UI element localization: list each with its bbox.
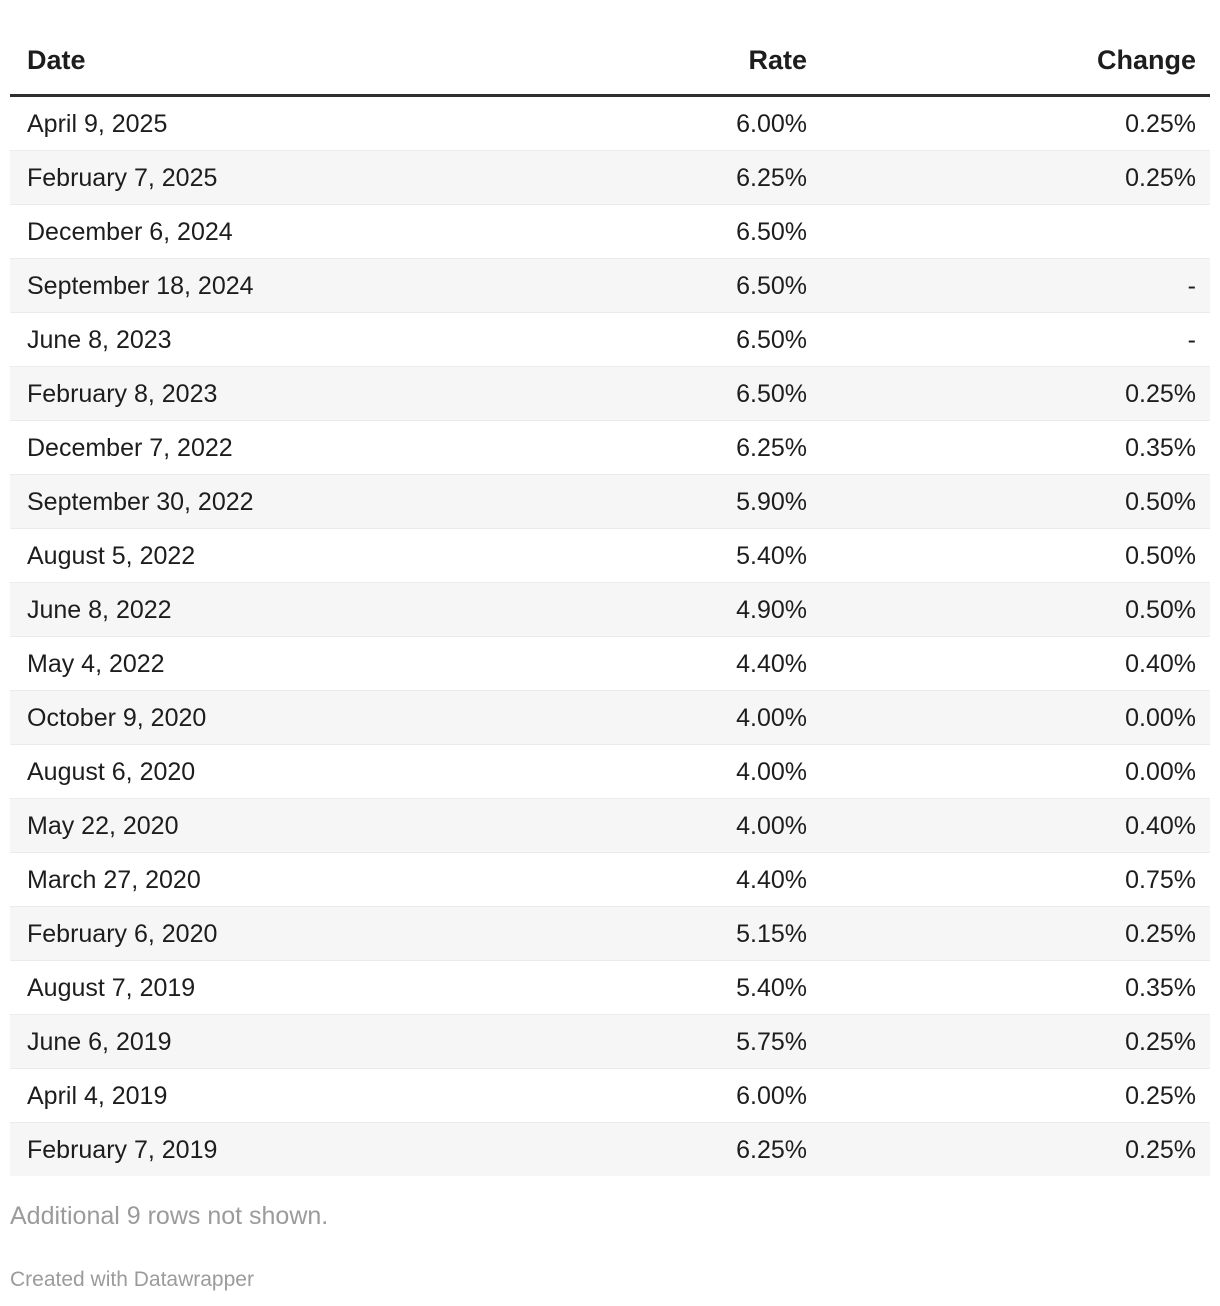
table-row: December 6, 2024 6.50% (10, 204, 1210, 259)
table-row: February 7, 2019 6.25% 0.25% (10, 1122, 1210, 1177)
change-cell: - (807, 258, 1210, 313)
date-cell: September 30, 2022 (10, 474, 670, 529)
change-cell: 0.25% (807, 1068, 1210, 1123)
date-cell: May 4, 2022 (10, 636, 670, 691)
change-cell: 0.25% (807, 906, 1210, 961)
rate-cell: 5.75% (670, 1014, 807, 1069)
change-cell: 0.50% (807, 582, 1210, 637)
date-cell: June 8, 2023 (10, 312, 670, 367)
rows-not-shown-note: Additional 9 rows not shown. (10, 1202, 329, 1231)
rate-cell: 6.50% (670, 312, 807, 367)
table-row: March 27, 2020 4.40% 0.75% (10, 852, 1210, 907)
date-cell: May 22, 2020 (10, 798, 670, 853)
date-cell: February 8, 2023 (10, 366, 670, 421)
table-row: December 7, 2022 6.25% 0.35% (10, 420, 1210, 475)
table-row: April 4, 2019 6.00% 0.25% (10, 1068, 1210, 1123)
rate-cell: 6.25% (670, 1122, 807, 1177)
table-row: October 9, 2020 4.00% 0.00% (10, 690, 1210, 745)
change-cell: - (807, 312, 1210, 367)
date-cell: June 8, 2022 (10, 582, 670, 637)
change-cell (807, 204, 1210, 259)
table-row: August 7, 2019 5.40% 0.35% (10, 960, 1210, 1015)
date-cell: February 7, 2025 (10, 150, 670, 205)
table-row: February 7, 2025 6.25% 0.25% (10, 150, 1210, 205)
header-row: Date Rate Change (10, 0, 1210, 98)
change-cell: 0.35% (807, 960, 1210, 1015)
column-header-change: Change (807, 0, 1210, 98)
date-cell: December 7, 2022 (10, 420, 670, 475)
date-cell: September 18, 2024 (10, 258, 670, 313)
date-cell: February 6, 2020 (10, 906, 670, 961)
rate-cell: 5.90% (670, 474, 807, 529)
table-body: April 9, 2025 6.00% 0.25% February 7, 2025 6… (10, 96, 1210, 1177)
datawrapper-attribution-link[interactable]: Created with Datawrapper (10, 1267, 254, 1291)
change-cell: 0.35% (807, 420, 1210, 475)
rate-cell: 5.40% (670, 960, 807, 1015)
rate-cell: 4.90% (670, 582, 807, 637)
rate-cell: 6.50% (670, 258, 807, 313)
table-row: February 6, 2020 5.15% 0.25% (10, 906, 1210, 961)
change-cell: 0.40% (807, 636, 1210, 691)
change-cell: 0.25% (807, 1014, 1210, 1069)
table-row: August 5, 2022 5.40% 0.50% (10, 528, 1210, 583)
change-cell: 0.50% (807, 528, 1210, 583)
date-cell: April 4, 2019 (10, 1068, 670, 1123)
rate-cell: 5.40% (670, 528, 807, 583)
change-cell: 0.00% (807, 690, 1210, 745)
date-cell: December 6, 2024 (10, 204, 670, 259)
rate-cell: 4.40% (670, 852, 807, 907)
rate-cell: 6.00% (736, 109, 807, 138)
table-row: April 9, 2025 6.00% 0.25% (10, 96, 1210, 151)
date-cell: February 7, 2019 (10, 1122, 670, 1177)
change-cell: 0.25% (1125, 109, 1196, 138)
date-cell: June 6, 2019 (10, 1014, 670, 1069)
rate-cell: 5.15% (670, 906, 807, 961)
date-cell: August 7, 2019 (10, 960, 670, 1015)
table-row: February 8, 2023 6.50% 0.25% (10, 366, 1210, 421)
change-cell: 0.50% (807, 474, 1210, 529)
table-row: August 6, 2020 4.00% 0.00% (10, 744, 1210, 799)
rate-cell: 6.00% (670, 1068, 807, 1123)
table-row: May 4, 2022 4.40% 0.40% (10, 636, 1210, 691)
rates-table: Date Rate Change April 9, 2025 6.00% 0.25%… (10, 0, 1210, 1177)
change-cell: 0.25% (807, 1122, 1210, 1177)
change-cell: 0.40% (807, 798, 1210, 853)
date-cell: October 9, 2020 (10, 690, 670, 745)
table-row: June 8, 2022 4.90% 0.50% (10, 582, 1210, 637)
change-cell: 0.75% (807, 852, 1210, 907)
table-row: September 30, 2022 5.90% 0.50% (10, 474, 1210, 529)
rate-cell: 4.00% (670, 690, 807, 745)
table-header: Date Rate Change (10, 0, 1210, 98)
change-cell: 0.25% (807, 150, 1210, 205)
date-cell: March 27, 2020 (10, 852, 670, 907)
column-header-date: Date (10, 0, 670, 98)
rate-cell: 6.50% (670, 366, 807, 421)
rate-cell: 6.25% (670, 150, 807, 205)
table-row: September 18, 2024 6.50% - (10, 258, 1210, 313)
column-header-rate: Rate (670, 0, 807, 98)
date-cell: August 6, 2020 (10, 744, 670, 799)
rate-cell: 4.00% (670, 744, 807, 799)
rate-cell: 4.00% (670, 798, 807, 853)
rate-cell: 4.40% (670, 636, 807, 691)
date-cell: August 5, 2022 (10, 528, 670, 583)
table-row: May 22, 2020 4.00% 0.40% (10, 798, 1210, 853)
change-cell: 0.00% (807, 744, 1210, 799)
date-cell: April 9, 2025 (27, 109, 168, 138)
rate-cell: 6.50% (670, 204, 807, 259)
table-row: June 8, 2023 6.50% - (10, 312, 1210, 367)
rate-cell: 6.25% (670, 420, 807, 475)
table-row: June 6, 2019 5.75% 0.25% (10, 1014, 1210, 1069)
change-cell: 0.25% (807, 366, 1210, 421)
